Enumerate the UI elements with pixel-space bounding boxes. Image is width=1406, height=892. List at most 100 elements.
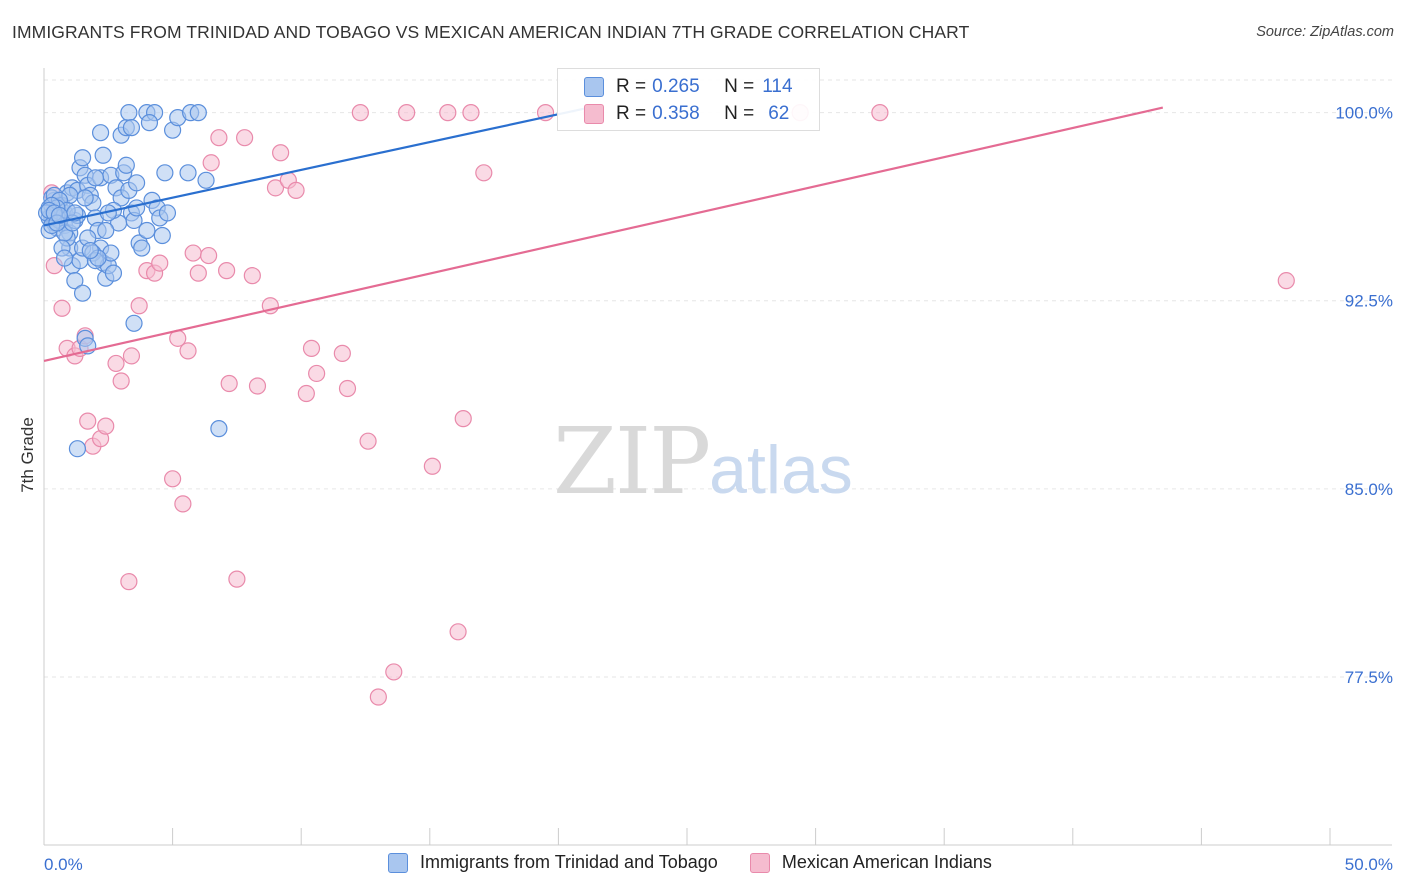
legend-label-mexican-american-indians: Mexican American Indians: [781, 852, 992, 872]
point-mexican-american-indian: [174, 495, 192, 513]
point-mexican-american-indian: [454, 410, 472, 428]
point-trinidad-tobago: [73, 284, 92, 302]
point-mexican-american-indian: [338, 379, 357, 398]
point-mexican-american-indian: [210, 129, 228, 147]
point-trinidad-tobago: [140, 114, 159, 132]
y-tick-label: 100.0%: [1335, 104, 1393, 123]
point-mexican-american-indian: [122, 347, 141, 365]
point-trinidad-tobago: [86, 169, 105, 187]
point-mexican-american-indian: [200, 246, 218, 265]
point-trinidad-tobago: [120, 104, 138, 122]
legend-n-value: 62: [768, 103, 790, 124]
point-trinidad-tobago: [68, 440, 87, 458]
point-trinidad-tobago: [197, 171, 215, 189]
point-mexican-american-indian: [164, 470, 182, 488]
legend-r-value: 0.265: [652, 76, 700, 97]
point-mexican-american-indian: [243, 267, 261, 285]
zipatlas-watermark: ZIPatlas: [553, 408, 853, 515]
trend-lines: [43, 106, 1164, 362]
point-mexican-american-indian: [130, 297, 148, 315]
legend-label-trinidad-tobago: Immigrants from Trinidad and Tobago: [420, 852, 718, 872]
legend-swatch-blue: [584, 77, 604, 97]
legend-n-value: 114: [762, 76, 793, 97]
y-tick-label: 92.5%: [1345, 292, 1393, 311]
point-trinidad-tobago: [122, 119, 141, 137]
point-trinidad-tobago: [158, 204, 177, 222]
point-mexican-american-indian: [202, 154, 220, 172]
point-mexican-american-indian: [53, 299, 71, 317]
point-trinidad-tobago: [94, 146, 112, 164]
point-mexican-american-indian: [179, 342, 197, 360]
point-mexican-american-indian: [369, 688, 387, 706]
point-mexican-american-indian: [79, 412, 97, 430]
legend-row-pink: R = 0.358 N = 62: [584, 102, 789, 126]
point-trinidad-tobago: [50, 206, 69, 225]
legend-n-label: N =: [724, 76, 755, 97]
y-tick-label: 85.0%: [1345, 480, 1393, 499]
point-mexican-american-indian: [333, 344, 351, 362]
legend-row-blue: R = 0.265 N = 114: [584, 75, 793, 99]
point-trinidad-tobago: [73, 149, 92, 167]
trend-line-trinidad-tobago: [43, 106, 590, 227]
point-trinidad-tobago: [189, 104, 207, 122]
point-mexican-american-indian: [439, 104, 457, 122]
point-mexican-american-indian: [151, 254, 169, 272]
point-trinidad-tobago: [156, 164, 174, 182]
point-trinidad-tobago: [179, 164, 197, 182]
point-mexican-american-indian: [248, 377, 267, 395]
watermark-zip: ZIP: [553, 408, 711, 515]
point-trinidad-tobago: [66, 272, 84, 290]
x-tick-label: 50.0%: [1345, 855, 1393, 874]
series-legend: Immigrants from Trinidad and Tobago Mexi…: [388, 852, 1024, 873]
point-mexican-american-indian: [189, 264, 207, 282]
stats-legend: R = 0.265 N = 114 R = 0.358 N = 62: [557, 68, 820, 131]
point-mexican-american-indian: [220, 374, 238, 393]
legend-r-label: R =: [616, 103, 647, 124]
trend-line-mexican-american-indians: [43, 106, 1164, 362]
point-mexican-american-indian: [1277, 272, 1295, 290]
point-trinidad-tobago: [133, 239, 151, 257]
point-trinidad-tobago: [76, 189, 94, 207]
point-mexican-american-indian: [398, 104, 416, 122]
point-trinidad-tobago: [127, 199, 146, 217]
y-axis-label: 7th Grade: [18, 417, 37, 493]
point-trinidad-tobago: [91, 124, 110, 142]
point-trinidad-tobago: [153, 226, 171, 245]
point-mexican-american-indian: [462, 104, 480, 122]
source-credit: Source: ZipAtlas.com: [1256, 24, 1394, 40]
legend-swatch-pink: [749, 852, 770, 873]
legend-item-trinidad-tobago: Immigrants from Trinidad and Tobago: [388, 852, 718, 873]
legend-swatch-pink: [584, 104, 604, 124]
point-mexican-american-indian: [871, 104, 889, 122]
point-mexican-american-indian: [359, 432, 377, 450]
y-tick-label: 77.5%: [1345, 668, 1393, 687]
point-mexican-american-indian: [112, 372, 130, 390]
legend-n-label: N =: [724, 103, 755, 124]
point-trinidad-tobago: [55, 249, 74, 267]
point-mexican-american-indian: [184, 244, 202, 262]
point-mexican-american-indian: [107, 354, 125, 373]
legend-r-value: 0.358: [652, 103, 700, 124]
point-trinidad-tobago: [138, 221, 156, 240]
grid-lines: [44, 79, 1392, 678]
point-mexican-american-indian: [287, 181, 305, 199]
point-mexican-american-indian: [308, 364, 326, 383]
legend-item-mexican-american-indians: Mexican American Indians: [749, 852, 992, 873]
x-tick-label: 0.0%: [44, 855, 83, 874]
legend-swatch-blue: [388, 852, 408, 873]
point-mexican-american-indian: [297, 384, 315, 403]
series-mexican-american-indians: [43, 104, 1295, 706]
tick-labels: 100.0% 92.5% 85.0% 77.5% 0.0% 50.0%: [44, 104, 1393, 874]
point-trinidad-tobago: [97, 221, 115, 240]
point-trinidad-tobago: [104, 264, 123, 282]
point-trinidad-tobago: [117, 156, 135, 174]
point-mexican-american-indian: [228, 570, 246, 588]
point-mexican-american-indian: [120, 573, 138, 591]
point-trinidad-tobago: [81, 241, 99, 260]
point-mexican-american-indian: [302, 339, 321, 357]
point-trinidad-tobago: [127, 174, 146, 192]
chart-title: IMMIGRANTS FROM TRINIDAD AND TOBAGO VS M…: [12, 22, 970, 42]
point-mexican-american-indian: [266, 179, 285, 197]
point-mexican-american-indian: [423, 457, 441, 475]
